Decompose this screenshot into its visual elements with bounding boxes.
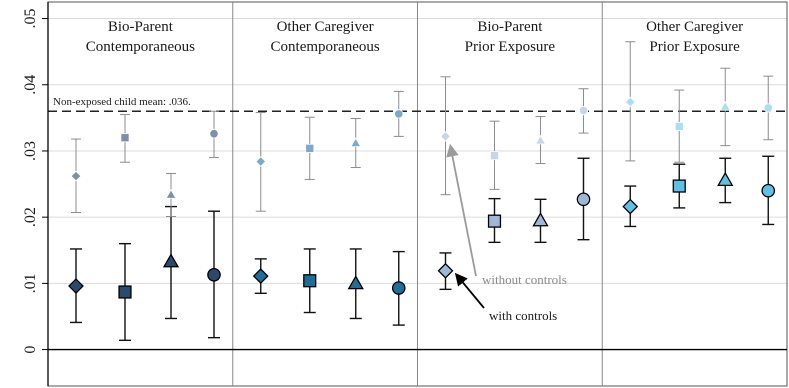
panel-frames: [47, 1, 788, 387]
circle-marker: [207, 267, 221, 282]
point-without-controls: [393, 90, 404, 137]
point-without-controls: [535, 116, 546, 165]
point-without-controls: [674, 89, 685, 163]
y-axis: 0 .01 .02 .03 .04 .05: [22, 2, 49, 386]
reference-line-group: Non-exposed child mean: .036.: [48, 96, 787, 112]
point-with-controls: [532, 198, 549, 244]
point-without-controls: [120, 114, 130, 163]
square-marker: [303, 274, 317, 288]
y-tick-label: .03: [22, 141, 39, 161]
diamond-marker: [622, 198, 639, 215]
without-controls-arrow: [446, 143, 477, 277]
diamond-marker: [252, 268, 269, 285]
point-with-controls: [303, 248, 317, 314]
circle-marker: [576, 192, 591, 207]
panel-title-line1: Other Caregiver: [277, 19, 374, 35]
point-with-controls: [622, 185, 639, 228]
triangle-marker: [162, 253, 180, 268]
point-with-controls: [252, 258, 269, 295]
square-marker: [120, 133, 130, 143]
square-marker: [305, 143, 315, 153]
diamond-marker: [255, 156, 267, 167]
point-without-controls: [489, 120, 500, 190]
square-marker: [674, 121, 684, 131]
circle-marker: [209, 129, 219, 139]
triangle-marker: [347, 275, 364, 290]
point-without-controls: [304, 116, 315, 180]
point-without-controls: [578, 88, 589, 134]
point-with-controls: [347, 248, 364, 320]
square-marker: [672, 179, 686, 193]
point-without-controls: [209, 110, 219, 159]
point-with-controls: [118, 242, 132, 342]
point-with-controls: [717, 157, 734, 204]
diamond-marker: [70, 170, 82, 182]
y-tick-label: .02: [22, 207, 39, 227]
point-without-controls: [255, 112, 267, 212]
diamond-marker: [440, 131, 451, 142]
point-without-controls: [763, 75, 774, 141]
point-with-controls: [487, 197, 502, 244]
square-marker: [118, 285, 132, 299]
point-with-controls: [391, 250, 406, 326]
circle-marker: [761, 183, 776, 198]
triangle-marker: [717, 171, 734, 186]
panel-title-line1: Bio-Parent: [108, 19, 174, 35]
square-marker: [487, 214, 502, 228]
point-with-controls: [162, 205, 180, 320]
circle-marker: [763, 103, 773, 113]
point-without-controls: [165, 172, 177, 218]
with-controls-label: with controls: [489, 308, 557, 323]
reference-line-label: Non-exposed child mean: .036.: [53, 96, 191, 108]
triangle-marker: [165, 189, 177, 199]
point-with-controls: [68, 248, 84, 324]
triangle-marker: [350, 137, 362, 148]
point-with-controls: [207, 210, 221, 339]
point-without-controls: [719, 67, 731, 147]
circle-marker: [578, 105, 589, 116]
y-tick-label: 0: [22, 346, 39, 354]
panel-titles: Bio-Parent Contemporaneous Other Caregiver…: [86, 19, 743, 55]
point-with-controls: [761, 155, 776, 226]
diamond-marker: [437, 262, 454, 279]
triangle-marker: [719, 101, 731, 111]
point-with-controls: [576, 157, 591, 241]
circle-marker: [394, 109, 404, 119]
annotations: without controls with controls: [446, 143, 567, 323]
point-without-controls: [624, 41, 636, 162]
with-controls-arrow: [454, 272, 485, 309]
without-controls-label: without controls: [482, 272, 567, 287]
point-without-controls: [350, 118, 362, 169]
diamond-marker: [624, 96, 636, 108]
square-marker: [490, 151, 499, 161]
point-without-controls: [440, 76, 451, 196]
panel-title-line2: Prior Exposure: [465, 39, 556, 55]
triangle-marker: [532, 212, 549, 227]
panel-title-line1: Other Caregiver: [646, 19, 743, 35]
y-tick-label: .05: [22, 9, 39, 29]
panel-title-line2: Contemporaneous: [271, 39, 380, 55]
panel-title-line2: Prior Exposure: [649, 39, 740, 55]
panel-title-line1: Bio-Parent: [477, 19, 543, 35]
data-points: [68, 41, 776, 342]
y-tick-label: .04: [22, 75, 39, 95]
y-tick-label: .01: [22, 273, 39, 293]
panel-title-line2: Contemporaneous: [86, 39, 195, 55]
diamond-marker: [68, 278, 84, 294]
point-without-controls: [70, 138, 82, 214]
point-with-controls: [437, 252, 454, 291]
circle-marker: [391, 281, 406, 295]
point-with-controls: [672, 163, 686, 209]
triangle-marker: [535, 134, 546, 145]
